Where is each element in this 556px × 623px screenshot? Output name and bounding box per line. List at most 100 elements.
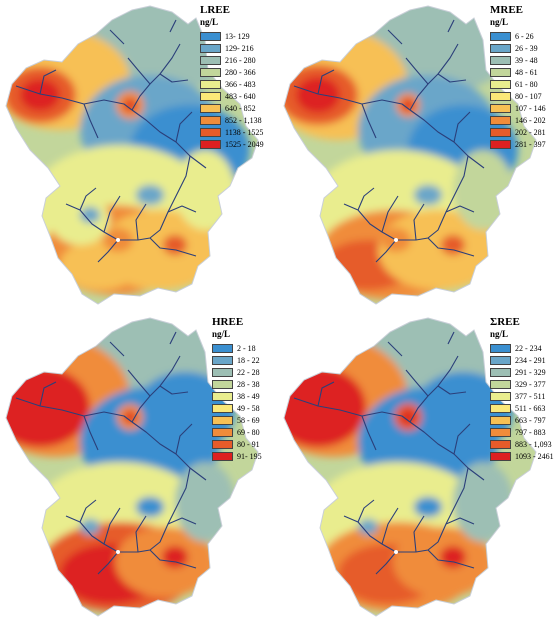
legend-swatch	[490, 103, 511, 113]
river	[396, 155, 469, 241]
legend-range-label: 329 - 377	[515, 379, 546, 389]
river	[149, 237, 197, 257]
river	[317, 69, 335, 95]
river	[447, 19, 455, 33]
river	[169, 19, 177, 33]
concentration-zone	[440, 546, 466, 568]
legend-entry: 48 - 61	[490, 66, 546, 78]
legend-entry: 216 - 280	[200, 54, 264, 66]
legend-entry: 18 - 22	[212, 354, 262, 366]
legend-title: MREE	[490, 4, 523, 16]
concentration-map	[283, 317, 537, 617]
legend-range-label: 883 - 1,093	[515, 439, 552, 449]
legend-range-label: 22 - 28	[237, 367, 260, 377]
river	[445, 517, 475, 525]
legend-swatch	[212, 439, 233, 449]
legend-entry: 797 - 883	[490, 426, 554, 438]
legend-range-label: 1138 - 1525	[225, 127, 264, 137]
map-panel-lree: LREE ng/L 13- 129 129- 216 216 - 280 280 - 36…	[0, 0, 278, 311]
legend-entry: 26 - 39	[490, 42, 546, 54]
legend-entry: 13- 129	[200, 30, 264, 42]
legend-entry: 129- 216	[200, 42, 264, 54]
legend-entry: 22 - 28	[212, 366, 262, 378]
legend-range-label: 797 - 883	[515, 427, 546, 437]
legend-swatch	[200, 115, 221, 125]
legend-swatch	[490, 451, 511, 461]
river	[79, 187, 97, 211]
river	[409, 355, 459, 423]
map-legend: LREE ng/L 13- 129 129- 216 216 - 280 280 - 36…	[200, 4, 264, 150]
map-legend: MREE ng/L 6 - 26 26 - 39 39 - 48 48 - 61 61 - …	[490, 4, 546, 150]
concentration-zone	[441, 235, 465, 255]
river	[118, 155, 191, 241]
map-panel-sum-ree: ΣREE ng/L 22 - 234 234 - 291 291 - 329 329 - …	[278, 312, 556, 623]
river	[159, 73, 189, 83]
legend-entry: 234 - 291	[490, 354, 554, 366]
river	[343, 203, 397, 241]
river	[97, 551, 119, 575]
river	[167, 205, 197, 213]
river	[118, 467, 191, 553]
concentration-zone	[80, 519, 100, 535]
river	[375, 239, 397, 263]
river	[65, 515, 119, 553]
legend-range-label: 281 - 397	[515, 139, 546, 149]
basin-outline	[283, 5, 537, 305]
river	[175, 111, 193, 143]
river	[427, 237, 475, 257]
river	[396, 467, 469, 553]
concentration-zone	[136, 497, 164, 517]
river	[453, 111, 471, 143]
sampling-point	[116, 238, 120, 242]
legend-entry: 281 - 397	[490, 138, 546, 150]
concentration-zone	[414, 185, 442, 205]
concentration-zone	[136, 185, 164, 205]
river	[381, 195, 399, 233]
legend-swatch	[490, 127, 511, 137]
concentration-zone	[20, 79, 60, 111]
sampling-point	[394, 550, 398, 554]
legend-range-label: 48 - 61	[515, 67, 538, 77]
legend-entry: 291 - 329	[490, 366, 554, 378]
legend-title: HREE	[212, 316, 244, 328]
legend-range-label: 640 - 852	[225, 103, 256, 113]
river	[387, 341, 403, 357]
legend-swatch	[490, 415, 511, 425]
sampling-point	[116, 550, 120, 554]
legend-range-label: 13- 129	[225, 31, 250, 41]
legend-entry: 2 - 18	[212, 342, 262, 354]
legend-range-label: 107 - 146	[515, 103, 546, 113]
legend-swatch	[490, 439, 511, 449]
legend-unit: ng/L	[490, 329, 509, 339]
map-legend: ΣREE ng/L 22 - 234 234 - 291 291 - 329 329 - …	[490, 316, 554, 462]
concentration-zone	[358, 519, 378, 535]
concentration-map	[5, 5, 259, 305]
legend-swatch	[212, 379, 233, 389]
legend-entry: 22 - 234	[490, 342, 554, 354]
legend-range-label: 291 - 329	[515, 367, 546, 377]
legend-entry: 107 - 146	[490, 102, 546, 114]
river	[357, 187, 375, 211]
legend-unit: ng/L	[490, 17, 509, 27]
river	[135, 515, 147, 553]
legend-swatch	[212, 415, 233, 425]
river	[413, 515, 425, 553]
river	[317, 381, 335, 407]
legend-range-label: 38 - 49	[237, 391, 260, 401]
legend-swatch	[490, 391, 511, 401]
legend-swatch	[490, 79, 511, 89]
river	[109, 341, 125, 357]
river	[131, 355, 181, 423]
concentration-zone	[414, 497, 442, 517]
legend-range-label: 129- 216	[225, 43, 254, 53]
legend-entry: 663 - 797	[490, 414, 554, 426]
river	[447, 331, 455, 345]
legend-entry: 69 - 80	[212, 426, 262, 438]
legend-range-label: 663 - 797	[515, 415, 546, 425]
concentration-zone	[175, 150, 235, 230]
legend-swatch	[200, 43, 221, 53]
river	[437, 385, 467, 395]
legend-entry: 58 - 69	[212, 414, 262, 426]
legend-entry: 91- 195	[212, 450, 262, 462]
river	[131, 421, 207, 481]
